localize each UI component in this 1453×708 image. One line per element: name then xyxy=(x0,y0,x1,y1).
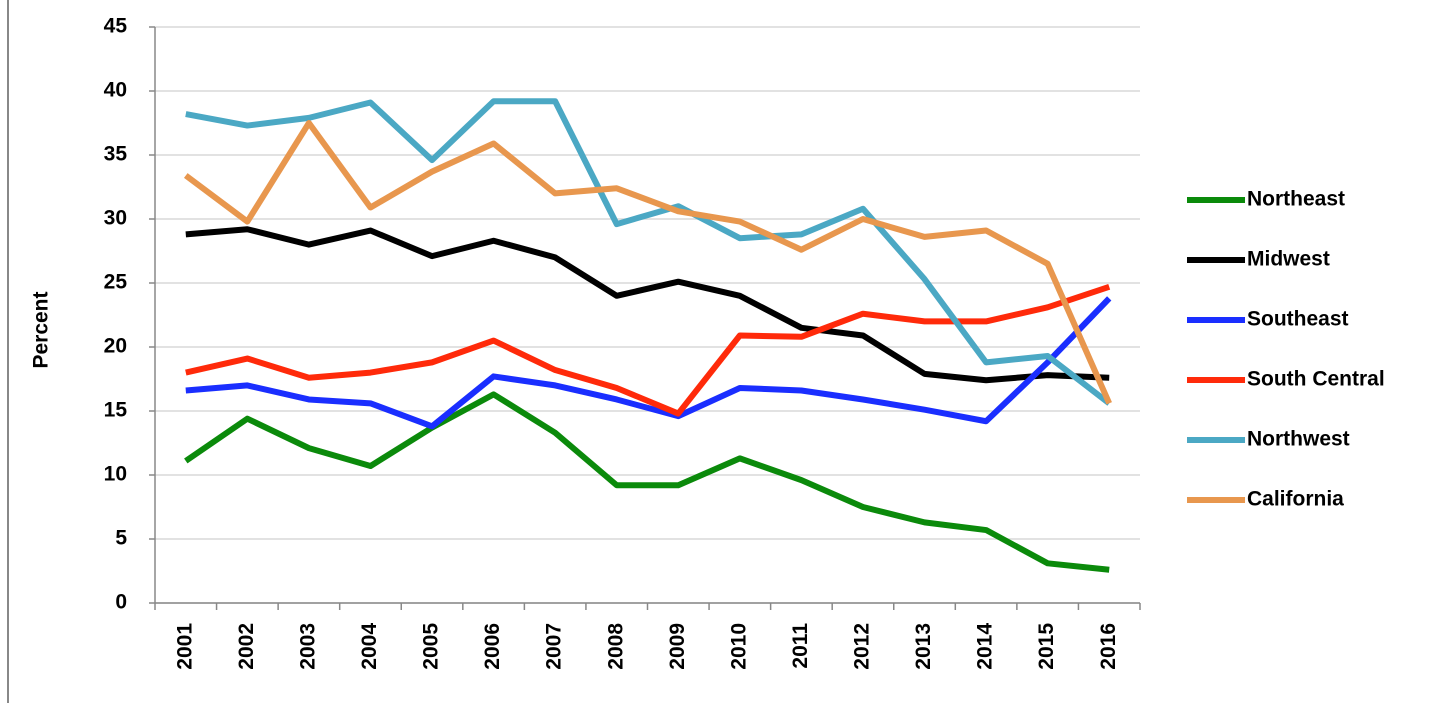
y-tick-label: 30 xyxy=(104,207,127,230)
x-tick-label: 2005 xyxy=(420,623,443,670)
x-tick-label: 2007 xyxy=(543,623,566,670)
x-tick-label: 2010 xyxy=(727,623,750,670)
series-line xyxy=(184,391,1110,573)
legend-label: South Central xyxy=(1247,368,1385,391)
x-tick-label: 2013 xyxy=(912,623,935,670)
legend-label: Northeast xyxy=(1247,188,1345,211)
legend-label: Southeast xyxy=(1247,308,1349,331)
legend-label: California xyxy=(1247,488,1344,511)
series-line xyxy=(185,226,1110,384)
x-tick-label: 2012 xyxy=(851,623,874,670)
y-tick-label: 45 xyxy=(104,15,128,38)
x-tick-label: 2011 xyxy=(789,623,812,669)
x-tick-label: 2015 xyxy=(1035,623,1058,670)
y-tick-label: 15 xyxy=(104,399,128,422)
x-tick-label: 2001 xyxy=(173,623,196,670)
x-tick-label: 2008 xyxy=(604,623,627,670)
y-tick-label: 25 xyxy=(104,271,128,294)
x-tick-label: 2002 xyxy=(235,623,258,670)
x-tick-label: 2003 xyxy=(296,623,319,670)
legend-label: Midwest xyxy=(1247,248,1330,271)
y-axis-label: Percent xyxy=(30,291,53,368)
series-line xyxy=(183,120,1112,405)
legend-label: Northwest xyxy=(1247,428,1350,451)
x-tick-label: 2016 xyxy=(1097,623,1120,670)
series-line xyxy=(185,283,1111,417)
y-tick-label: 40 xyxy=(104,79,127,102)
x-tick-label: 2004 xyxy=(358,623,381,670)
series-line xyxy=(185,296,1112,430)
x-tick-label: 2009 xyxy=(666,623,689,670)
y-tick-label: 5 xyxy=(115,527,127,550)
y-tick-label: 20 xyxy=(104,335,127,358)
y-tick-label: 10 xyxy=(104,463,127,486)
x-tick-label: 2006 xyxy=(481,623,504,670)
y-tick-label: 0 xyxy=(115,591,127,614)
y-tick-label: 35 xyxy=(104,143,128,166)
series-line xyxy=(185,98,1112,406)
x-tick-label: 2014 xyxy=(974,623,997,670)
